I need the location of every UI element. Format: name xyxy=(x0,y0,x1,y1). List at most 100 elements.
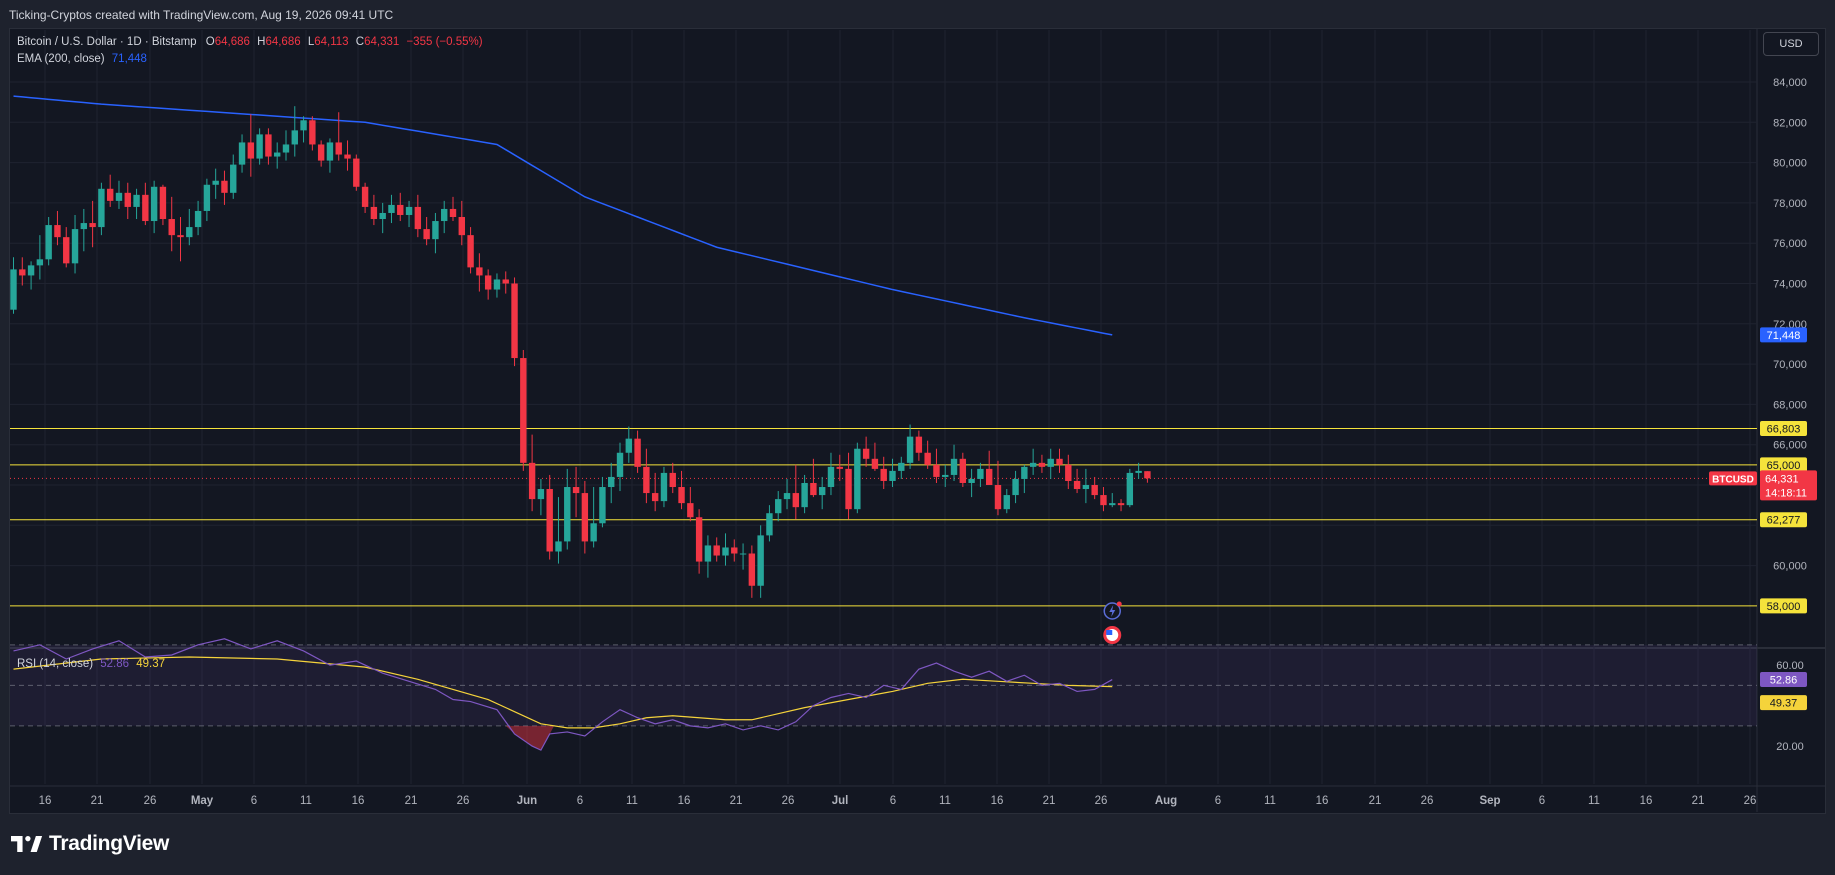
attribution-text: Ticking-Cryptos created with TradingView… xyxy=(9,8,394,22)
tradingview-logo[interactable]: TradingView xyxy=(11,832,169,856)
x-tick-label: 21 xyxy=(91,795,104,807)
candle-body xyxy=(370,206,378,220)
symbol-legend: Bitcoin / U.S. Dollar · 1D · Bitstamp O6… xyxy=(17,36,483,48)
candle-body xyxy=(695,517,703,562)
x-tick-label: 21 xyxy=(1369,795,1382,807)
open-value: 64,686 xyxy=(214,36,250,48)
candle-body xyxy=(1117,503,1125,506)
candle-body xyxy=(124,192,131,207)
candle-body xyxy=(353,158,360,187)
candle-body xyxy=(335,142,342,155)
high-value: 64,686 xyxy=(265,36,301,48)
ema-price-label-bg xyxy=(1760,327,1807,343)
rsi-label: RSI (14, close) xyxy=(17,658,94,670)
x-tick-label: 16 xyxy=(991,795,1004,807)
currency-unit-button[interactable]: USD xyxy=(1763,32,1819,56)
topbar: Ticking-Cryptos created with TradingView… xyxy=(0,0,1835,28)
rsi-legend[interactable]: RSI (14, close) 52.86 49.37 xyxy=(17,658,165,670)
y-tick-label: 60,000 xyxy=(1773,561,1807,573)
candle-body xyxy=(423,229,430,240)
candle-body xyxy=(379,212,386,220)
candle-body xyxy=(555,541,562,552)
footer xyxy=(0,814,1835,875)
candle-body xyxy=(546,489,553,552)
candle-body xyxy=(625,438,632,453)
x-tick-label: 11 xyxy=(1264,795,1276,807)
candle-body xyxy=(678,487,685,504)
high-label: H xyxy=(257,36,266,48)
symbol-title: Bitcoin / U.S. Dollar · 1D · Bitstamp xyxy=(17,36,197,48)
x-tick-label: 16 xyxy=(1316,795,1329,807)
tradingview-logo-icon xyxy=(11,836,43,852)
chart-area[interactable] xyxy=(9,28,1826,814)
candle-body xyxy=(748,553,756,586)
level-price-label-bg xyxy=(1760,421,1807,437)
candle-body xyxy=(63,237,70,264)
level-price-label: 58,000 xyxy=(1767,601,1801,613)
candle-body xyxy=(467,235,474,268)
candle-body xyxy=(1012,478,1019,496)
candle-body xyxy=(757,535,764,586)
tradingview-brand: TradingView xyxy=(49,832,170,855)
x-tick-label: Aug xyxy=(1155,795,1177,807)
ema-value: 71,448 xyxy=(111,53,147,65)
y-tick-label: 84,000 xyxy=(1773,77,1807,89)
level-price-label: 66,803 xyxy=(1767,424,1801,436)
x-tick-label: 6 xyxy=(1539,795,1545,807)
close-value: 64,331 xyxy=(364,36,400,48)
candle-body xyxy=(564,487,571,542)
symbol-tag-bg xyxy=(1709,471,1757,486)
x-tick-label: 21 xyxy=(730,795,743,807)
candle-body xyxy=(115,192,123,201)
x-tick-label: Jun xyxy=(517,795,537,807)
x-tick-label: 6 xyxy=(1215,795,1221,807)
candle-body xyxy=(238,142,246,165)
x-tick-label: 16 xyxy=(352,795,365,807)
candle-body xyxy=(968,478,975,483)
x-tick-label: Sep xyxy=(1479,795,1500,807)
level-price-label: 62,277 xyxy=(1767,515,1801,527)
candle-body xyxy=(45,225,52,260)
candle-body xyxy=(27,265,35,276)
candle-body xyxy=(106,188,114,201)
candle-body xyxy=(669,472,676,488)
ema-price-label: 71,448 xyxy=(1767,330,1801,342)
candle-body xyxy=(186,227,193,238)
candle-body xyxy=(405,206,413,215)
y-tick-label: 66,000 xyxy=(1773,440,1807,452)
candle-body xyxy=(458,217,465,236)
rsi-ma-line xyxy=(13,656,1113,729)
candle-body xyxy=(414,206,422,230)
candle-body xyxy=(19,269,26,276)
level-price-label-bg xyxy=(1760,512,1807,528)
x-tick-label: 11 xyxy=(1588,795,1600,807)
y-tick-label: 70,000 xyxy=(1773,359,1807,371)
x-tick-label: 6 xyxy=(890,795,896,807)
level-price-label: 65,000 xyxy=(1767,460,1801,472)
candle-body xyxy=(942,474,949,477)
candle-body xyxy=(959,458,967,483)
candle-body xyxy=(1021,466,1028,479)
candle-body xyxy=(994,485,1002,510)
candle-body xyxy=(274,152,281,157)
ema-legend[interactable]: EMA (200, close) 71,448 xyxy=(17,53,147,65)
x-tick-label: 11 xyxy=(626,795,638,807)
candle-body xyxy=(317,144,325,161)
rsi-ma-value-label: 49.37 xyxy=(1770,698,1798,710)
current-price-label-bg xyxy=(1760,470,1817,501)
candle-body xyxy=(836,466,843,469)
candle-body xyxy=(150,186,158,222)
rsi-value-label: 52.86 xyxy=(1770,675,1798,687)
candle-body xyxy=(502,279,509,284)
candle-body xyxy=(792,493,800,508)
candle-body xyxy=(1126,472,1134,506)
x-tick-label: 26 xyxy=(1421,795,1434,807)
candle-body xyxy=(256,134,263,159)
ema-label: EMA (200, close) xyxy=(17,53,105,65)
candle-body xyxy=(1029,462,1037,467)
x-tick-label: 11 xyxy=(939,795,951,807)
x-tick-label: 26 xyxy=(1744,795,1757,807)
candle-body xyxy=(818,487,826,496)
candle-body xyxy=(608,476,615,488)
